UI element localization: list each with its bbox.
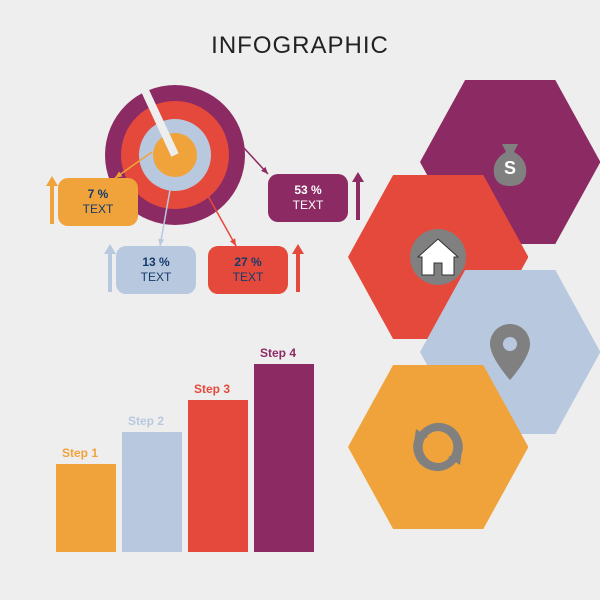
callout-c13: 13 %TEXT [116, 246, 196, 294]
up-arrow-icon [104, 244, 116, 297]
up-arrow-icon [352, 172, 364, 225]
callout-text: TEXT [233, 270, 264, 285]
svg-text:S: S [504, 158, 516, 178]
callout-c27: 27 %TEXT [208, 246, 288, 294]
bar-step-2 [122, 432, 182, 552]
callout-pct: 27 % [234, 255, 261, 270]
money-bag-icon: S [482, 134, 538, 190]
callout-text: TEXT [83, 202, 114, 217]
bar-step-4 [254, 364, 314, 552]
callout-pct: 53 % [294, 183, 321, 198]
pin-icon [490, 324, 530, 380]
callout-pct: 7 % [88, 187, 109, 202]
bar-step-3 [188, 400, 248, 552]
bar-label: Step 3 [194, 382, 230, 396]
bar-label: Step 1 [62, 446, 98, 460]
callout-text: TEXT [293, 198, 324, 213]
bar-label: Step 2 [128, 414, 164, 428]
refresh-icon [410, 419, 466, 475]
callout-c7: 7 %TEXT [58, 178, 138, 226]
up-arrow-icon [46, 176, 58, 229]
house-icon [408, 227, 468, 287]
callout-text: TEXT [141, 270, 172, 285]
target-ring-3 [153, 133, 197, 177]
up-arrow-icon [292, 244, 304, 297]
callout-pct: 13 % [142, 255, 169, 270]
bar-step-1 [56, 464, 116, 552]
callout-c53: 53 %TEXT [268, 174, 348, 222]
bar-label: Step 4 [260, 346, 296, 360]
page-title: INFOGRAPHIC [211, 32, 389, 60]
